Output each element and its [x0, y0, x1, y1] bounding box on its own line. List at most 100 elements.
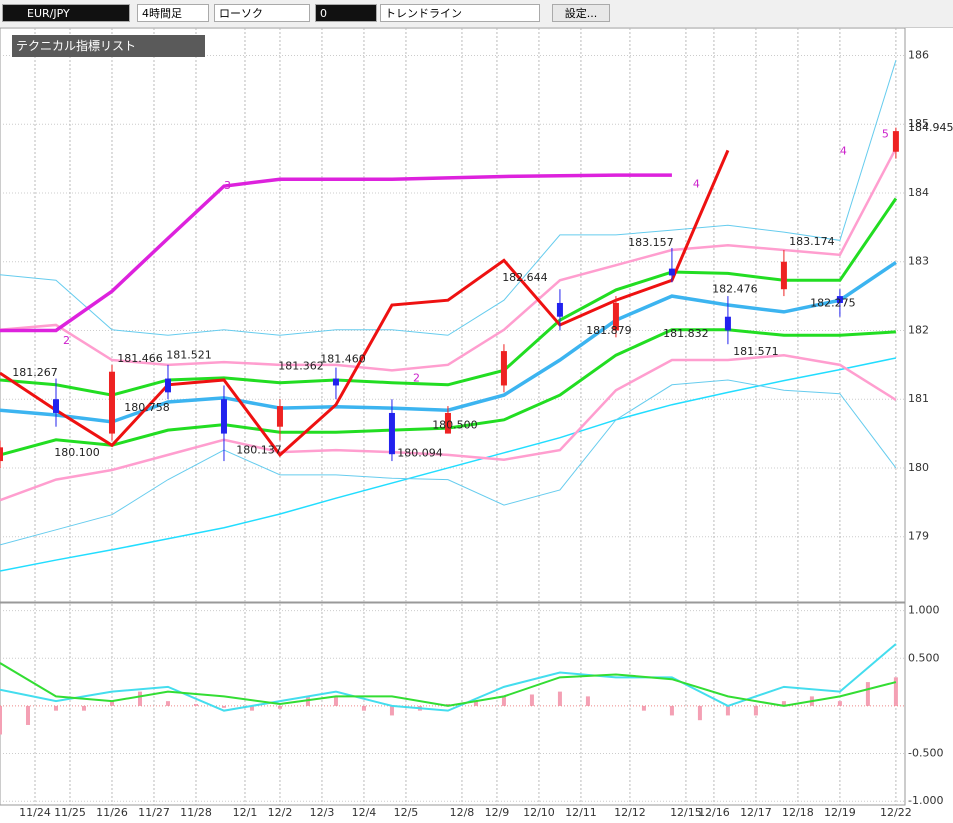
x-tick-label: 12/12	[614, 806, 646, 819]
y-tick-label: 181	[908, 392, 929, 405]
indicator-line	[0, 260, 897, 424]
x-tick-label: 12/17	[740, 806, 772, 819]
candle-body	[724, 316, 731, 331]
tool-select[interactable]: トレンドライン	[380, 4, 540, 22]
x-tick-label: 11/27	[138, 806, 170, 819]
histogram-bar	[221, 705, 226, 708]
histogram-bar	[25, 705, 30, 725]
y-tick-label: 182	[908, 323, 929, 336]
x-tick-label: 12/1	[233, 806, 258, 819]
histogram-bar	[753, 705, 758, 716]
x-tick-label: 12/8	[450, 806, 475, 819]
histogram-bar	[389, 705, 394, 716]
histogram-bar	[53, 705, 58, 711]
x-tick-label: 12/19	[824, 806, 856, 819]
x-tick-label: 12/22	[880, 806, 912, 819]
histogram-bar	[137, 691, 142, 706]
candle-body	[220, 399, 227, 434]
wave-label: 5	[882, 128, 889, 141]
candle-body	[276, 406, 283, 427]
histogram-bar	[641, 705, 646, 711]
histogram-bar	[865, 682, 870, 706]
indicator-line	[0, 173, 672, 333]
candle-body	[556, 302, 563, 317]
style-select[interactable]: ローソク	[214, 4, 310, 22]
candle-body	[500, 351, 507, 386]
toolbar: EUR/JPY 4時間足 ローソク 0 トレンドライン 設定...	[0, 0, 953, 28]
histogram-bar	[249, 705, 254, 711]
x-tick-label: 12/18	[782, 806, 814, 819]
settings-button[interactable]: 設定...	[552, 4, 610, 22]
indicator-line	[0, 643, 897, 712]
indicator-line	[0, 149, 730, 458]
histogram-bar	[697, 705, 702, 721]
price-label: 183.157	[628, 236, 674, 249]
wave-label: 4	[840, 145, 847, 158]
price-label: 181.466	[117, 352, 163, 365]
histogram-bar	[277, 705, 282, 709]
candle-body	[108, 371, 115, 434]
count-select[interactable]: 0	[315, 4, 377, 22]
price-label: 183.174	[789, 235, 835, 248]
histogram-bar	[669, 705, 674, 716]
indicator-list[interactable]: テクニカル指標リスト	[12, 35, 205, 57]
indicator-line	[0, 353, 897, 502]
price-label: 180.137	[236, 444, 282, 457]
price-label: 182.275	[810, 297, 856, 310]
x-tick-label: 12/9	[485, 806, 510, 819]
candle-body	[332, 378, 339, 386]
price-label: 181.832	[663, 327, 709, 340]
y-tick-label: 186	[908, 48, 929, 61]
histogram-bar	[193, 704, 198, 706]
candle-body	[0, 447, 3, 462]
histogram-bar	[837, 701, 842, 706]
x-tick-label: 12/15	[670, 806, 702, 819]
price-label: 180.758	[124, 401, 170, 414]
panel-frame	[0, 602, 906, 806]
price-label: 181.571	[733, 345, 779, 358]
x-tick-label: 12/5	[394, 806, 419, 819]
price-label: 180.094	[397, 446, 443, 459]
indicator-line	[0, 379, 897, 546]
x-tick-label: 12/16	[698, 806, 730, 819]
y-tick-label: 183	[908, 255, 929, 268]
x-tick-label: 12/10	[523, 806, 555, 819]
candle-body	[52, 399, 59, 413]
x-tick-label: 11/25	[54, 806, 86, 819]
current-price: 184.945	[908, 121, 953, 134]
price-label: 181.460	[320, 353, 366, 366]
histogram-bar	[473, 701, 478, 706]
histogram-bar	[165, 701, 170, 706]
wave-label: 2	[413, 372, 420, 385]
y-tick-label: 185	[908, 117, 929, 130]
candle-body	[164, 378, 171, 393]
price-label: 181.521	[166, 348, 212, 361]
candle-body	[388, 412, 395, 455]
x-tick-label: 12/3	[310, 806, 335, 819]
indicator-line	[0, 197, 898, 397]
indicator-line	[0, 662, 897, 707]
price-label: 180.100	[54, 446, 100, 459]
candle-body	[444, 412, 451, 434]
candle-body	[780, 261, 787, 290]
candle-body	[892, 131, 899, 152]
x-tick-label: 12/2	[268, 806, 293, 819]
price-label: 182.476	[712, 283, 758, 296]
histogram-bar	[361, 705, 366, 711]
y-tick-label: 180	[908, 461, 929, 474]
candle-body	[668, 268, 675, 276]
indicator-line	[0, 357, 897, 572]
histogram-bar	[0, 705, 2, 735]
price-label: 180.500	[432, 419, 478, 432]
price-label: 181.362	[278, 359, 324, 372]
wave-label: 4	[693, 178, 700, 191]
histogram-bar	[893, 677, 898, 706]
timeframe-select[interactable]: 4時間足	[137, 4, 209, 22]
y-tick-label: 1.000	[908, 604, 940, 617]
y-tick-label: 179	[908, 530, 929, 543]
x-tick-label: 11/26	[96, 806, 128, 819]
price-label: 181.879	[586, 324, 632, 337]
indicator-line	[0, 147, 898, 372]
histogram-bar	[501, 696, 506, 706]
symbol-select[interactable]: EUR/JPY	[2, 4, 130, 22]
